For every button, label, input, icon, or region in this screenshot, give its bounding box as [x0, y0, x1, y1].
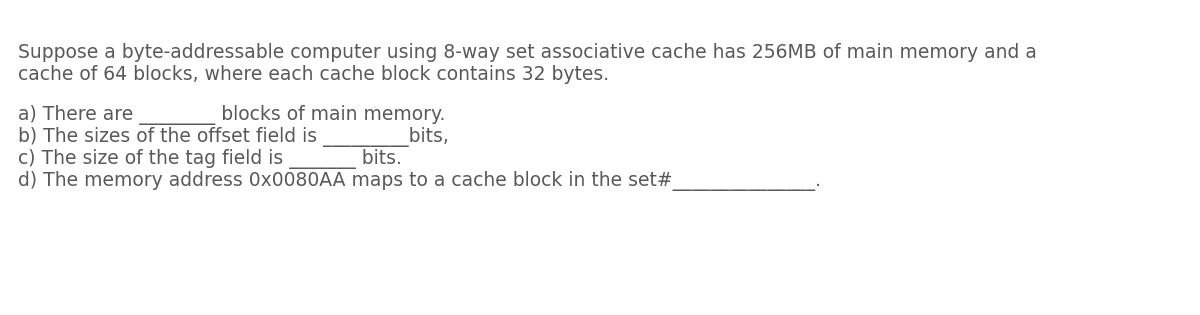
Text: c) The size of the tag field is _______ bits.: c) The size of the tag field is _______ … [18, 149, 402, 169]
Text: cache of 64 blocks, where each cache block contains 32 bytes.: cache of 64 blocks, where each cache blo… [18, 65, 610, 84]
Text: Suppose a byte-addressable computer using 8-way set associative cache has 256MB : Suppose a byte-addressable computer usin… [18, 43, 1037, 62]
Text: d) The memory address 0x0080AA maps to a cache block in the set#_______________.: d) The memory address 0x0080AA maps to a… [18, 171, 821, 191]
Text: b) The sizes of the offset field is _________bits,: b) The sizes of the offset field is ____… [18, 127, 449, 147]
Text: a) There are ________ blocks of main memory.: a) There are ________ blocks of main mem… [18, 105, 445, 125]
